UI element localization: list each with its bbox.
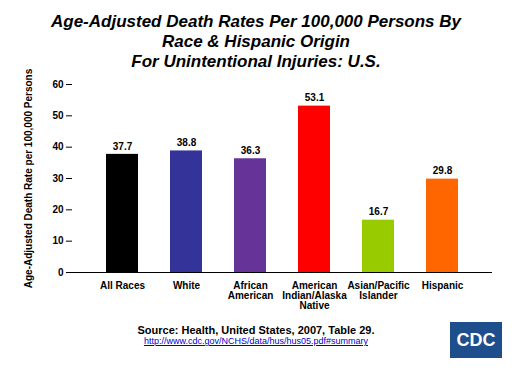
svg-text:53.1: 53.1 <box>305 92 325 103</box>
html-text:CDC: CDC <box>456 330 496 350</box>
svg-text:White: White <box>173 280 201 291</box>
html-text:Race & Hispanic Origin: Race & Hispanic Origin <box>162 32 350 51</box>
svg-text:Age-Adjusted Death Rate per 10: Age-Adjusted Death Rate per 100,000 Pers… <box>23 68 34 288</box>
svg-text:38.8: 38.8 <box>177 137 197 148</box>
svg-text:20: 20 <box>52 204 64 215</box>
svg-text:Asian/PacificIslander: Asian/PacificIslander <box>347 280 410 301</box>
svg-text:37.7: 37.7 <box>113 141 133 152</box>
html-text:For Unintentional Injuries: U.: For Unintentional Injuries: U.S. <box>131 52 381 71</box>
svg-text:50: 50 <box>52 110 64 121</box>
svg-text:10: 10 <box>52 235 64 246</box>
svg-text:36.3: 36.3 <box>241 145 261 156</box>
svg-text:16.7: 16.7 <box>369 206 389 217</box>
svg-text:0: 0 <box>58 267 64 278</box>
html-text:http://www.cdc.gov/NCHS/data/h: http://www.cdc.gov/NCHS/data/hus/hus05.p… <box>143 336 368 346</box>
svg-text:All Races: All Races <box>100 280 145 291</box>
html-text:Age-Adjusted Death Rates Per 1: Age-Adjusted Death Rates Per 100,000 Per… <box>51 12 461 31</box>
svg-text:Hispanic: Hispanic <box>422 280 464 291</box>
svg-text:40: 40 <box>52 141 64 152</box>
svg-text:29.8: 29.8 <box>433 165 453 176</box>
svg-text:30: 30 <box>52 173 64 184</box>
svg-text:AfricanAmerican: AfricanAmerican <box>228 280 274 301</box>
svg-text:60: 60 <box>52 79 64 90</box>
html-text:Source: Health, United States,: Source: Health, United States, 2007, Tab… <box>137 324 375 336</box>
svg-text:AmericanIndian/AlaskaNative: AmericanIndian/AlaskaNative <box>282 280 347 311</box>
